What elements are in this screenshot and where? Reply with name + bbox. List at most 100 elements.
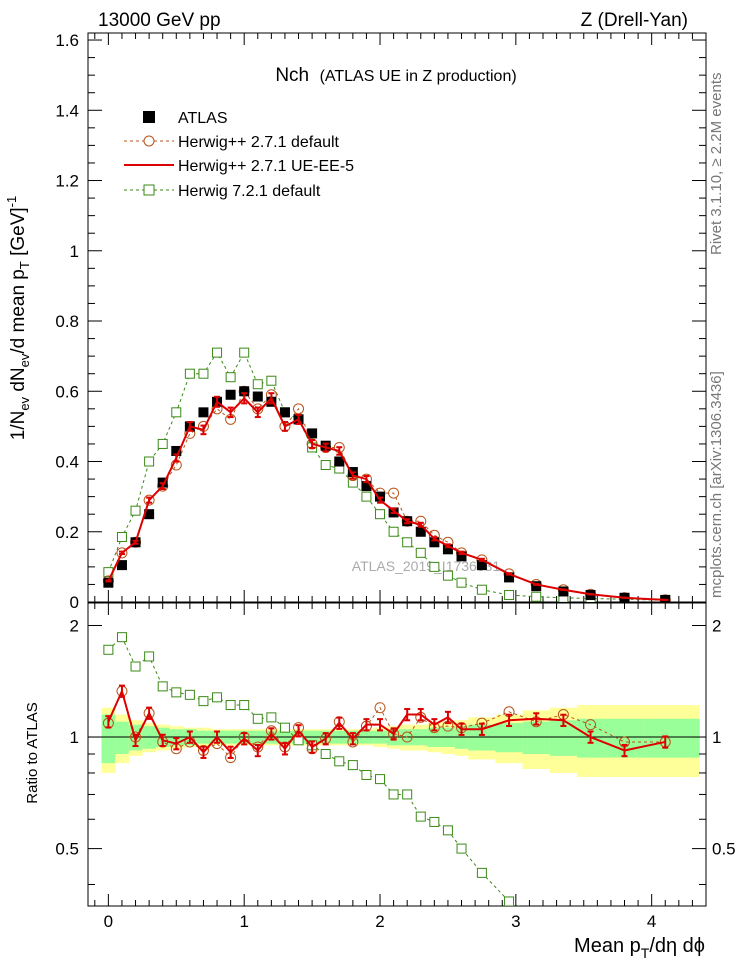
- y-tick-label: 0.2: [55, 523, 79, 542]
- atlas-data-point: [429, 537, 440, 548]
- atlas-data-point: [558, 586, 569, 597]
- ratio-herwigpp-default-marker: [374, 702, 386, 714]
- herwigpp-default-marker: [143, 494, 155, 506]
- ratio-herwig7-marker: [157, 681, 168, 692]
- ratio-herwig7-marker: [266, 712, 277, 723]
- lower-panel-series: [102, 632, 671, 935]
- ratio-herwig7-marker: [184, 689, 195, 700]
- herwig7-marker: [171, 407, 182, 418]
- ratio-y-tick-label: 0.5: [55, 840, 79, 859]
- y-tick-label: 1.6: [55, 31, 79, 50]
- ratio-herwig7-marker: [252, 713, 263, 724]
- ratio-herwig7-marker: [456, 843, 467, 854]
- legend-label: Herwig++ 2.7.1 default: [178, 134, 340, 151]
- watermark: ATLAS_2019_I1736531: [352, 558, 501, 574]
- herwigpp-default-marker: [388, 487, 400, 499]
- ratio-herwig7-marker: [375, 774, 386, 785]
- ratio-herwig7-marker: [144, 651, 155, 662]
- legend-label: Herwig++ 2.7.1 UE-EE-5: [178, 158, 354, 175]
- ratio-herwig7-marker: [347, 760, 358, 771]
- band-green: [495, 723, 524, 753]
- legend-label: Herwig 7.2.1 default: [178, 183, 321, 200]
- ratio-herwig7-marker: [361, 769, 372, 780]
- atlas-data-point: [225, 389, 236, 400]
- x-tick-label: 0: [104, 912, 113, 931]
- ratio-herwigpp-default-marker: [401, 731, 413, 743]
- herwig7-marker: [116, 532, 127, 543]
- y-axis-label-lower: Ratio to ATLAS: [24, 702, 41, 803]
- ratio-herwigpp-ueee5-line: [107, 688, 666, 754]
- ratio-herwig7-marker: [504, 896, 515, 906]
- x-tick-label: 2: [375, 912, 384, 931]
- ratio-y-tick-label: 0.5: [712, 840, 736, 859]
- ratio-herwig7-marker: [130, 661, 141, 672]
- ratio-herwig7-marker: [532, 911, 541, 920]
- atlas-data-point: [144, 509, 155, 520]
- ratio-herwig7-marker: [559, 926, 568, 935]
- x-tick-label: 1: [239, 912, 248, 931]
- atlas-data-point: [456, 551, 467, 562]
- herwig7-marker: [442, 570, 453, 581]
- ratio-herwig7-marker: [171, 687, 182, 698]
- y-tick-label: 1: [70, 242, 79, 261]
- atlas-data-point: [442, 544, 453, 555]
- ratio-herwig7-marker: [388, 789, 399, 800]
- atlas-data-point: [279, 407, 290, 418]
- ratio-y-tick-label: 2: [70, 616, 79, 635]
- atlas-data-point: [476, 560, 487, 571]
- herwig7-marker: [130, 505, 141, 516]
- herwig7-marker: [456, 577, 467, 588]
- herwig7-marker: [252, 379, 263, 390]
- herwig7-marker: [504, 589, 515, 600]
- ratio-herwig7-marker: [320, 749, 331, 760]
- ratio-herwig7-marker: [402, 789, 413, 800]
- y-tick-label: 0.6: [55, 382, 79, 401]
- herwigpp-ueee5-line: [107, 396, 666, 601]
- herwig7-marker: [212, 347, 223, 358]
- chart-title: Nch (ATLAS UE in Z production): [275, 65, 516, 86]
- y-tick-label: 0.8: [55, 312, 79, 331]
- ratio-uncertainty-band: [88, 705, 706, 778]
- ratio-herwig7-marker: [442, 825, 453, 836]
- ratio-herwig7-marker: [103, 644, 114, 655]
- herwig7-marker: [361, 491, 372, 502]
- herwigpp-default-line: [107, 390, 666, 601]
- legend: ATLAS Herwig++ 2.7.1 default Herwig++ 2.7.…: [124, 110, 354, 200]
- herwig7-marker: [476, 584, 487, 595]
- ratio-y-tick-label: 1: [70, 728, 79, 747]
- atlas-data-point: [103, 577, 114, 588]
- ratio-y-tick-label: 2: [712, 616, 721, 635]
- y-tick-label: 0: [70, 593, 79, 612]
- ratio-herwig7-line: [108, 636, 519, 906]
- atlas-data-point: [660, 594, 671, 602]
- y-axis-label-upper: 1/Nev dNev/d mean pT [GeV]-1: [4, 196, 32, 441]
- ratio-herwig7-marker: [198, 696, 209, 707]
- herwigpp-default-marker: [116, 547, 128, 559]
- herwig7-marker: [375, 509, 386, 520]
- ratio-herwig7-marker: [476, 867, 487, 878]
- atlas-data-point: [116, 560, 127, 571]
- atlas-data-point: [415, 526, 426, 537]
- atlas-data-point: [239, 386, 250, 397]
- herwig7-marker: [429, 561, 440, 572]
- axes: 0 1 2 3 4 0 0.2 0.4 0.6 0.8 1 1.2 1.4 1.6 0.5 0.5 1 1 2 2: [55, 31, 735, 931]
- atlas-data-point: [334, 456, 345, 467]
- x-tick-label: 3: [511, 912, 520, 931]
- band-green: [644, 718, 700, 758]
- atlas-data-point: [361, 481, 372, 492]
- atlas-data-point: [171, 445, 182, 456]
- ratio-herwigpp-default-marker: [585, 719, 597, 731]
- ratio-herwig7-marker: [239, 700, 250, 711]
- data-series: [102, 347, 671, 935]
- ratio-herwig7-marker: [415, 811, 426, 822]
- herwig7-marker: [531, 591, 542, 602]
- x-axis-label: Mean pT/dη dϕ: [574, 935, 705, 961]
- herwig7-marker: [402, 537, 413, 548]
- x-tick-label: 4: [647, 912, 656, 931]
- legend-herwigpp-default-marker: [143, 135, 155, 147]
- herwig7-marker: [144, 456, 155, 467]
- herwig7-marker: [266, 375, 277, 386]
- side-text-lower: mcplots.cern.ch [arXiv:1306.3436]: [708, 371, 725, 598]
- upper-panel-series: [102, 347, 671, 602]
- ratio-y-tick-label: 1: [712, 728, 721, 747]
